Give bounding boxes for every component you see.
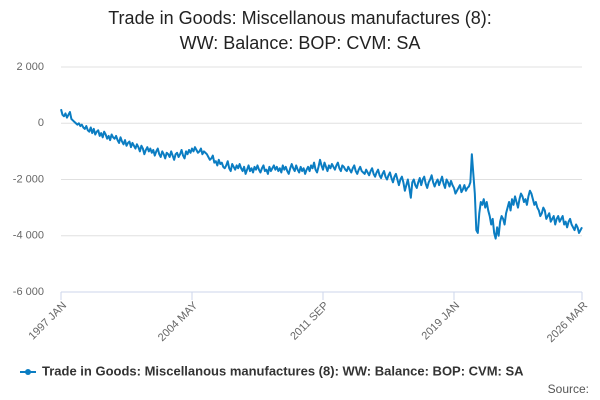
line-series [60, 108, 583, 240]
x-tick-label: 2026 MAR [545, 300, 590, 345]
y-tick-label: -4 000 [13, 230, 44, 242]
y-tick-label: 2 000 [16, 61, 44, 73]
x-tick-label: 1997 JAN [27, 300, 70, 343]
source-label: Source: [548, 382, 589, 396]
y-tick-label: -2 000 [13, 173, 44, 185]
legend-marker [25, 369, 31, 375]
legend-label: Trade in Goods: Miscellanous manufacture… [42, 363, 524, 378]
x-tick-label: 2011 SEP [288, 300, 331, 343]
y-tick-label: -6 000 [13, 286, 44, 298]
x-tick-label: 2004 MAY [156, 299, 201, 344]
chart-title: Trade in Goods: Miscellanous manufacture… [108, 8, 492, 53]
x-tick-label: 2019 JAN [420, 300, 463, 343]
y-tick-label: 0 [38, 117, 44, 129]
